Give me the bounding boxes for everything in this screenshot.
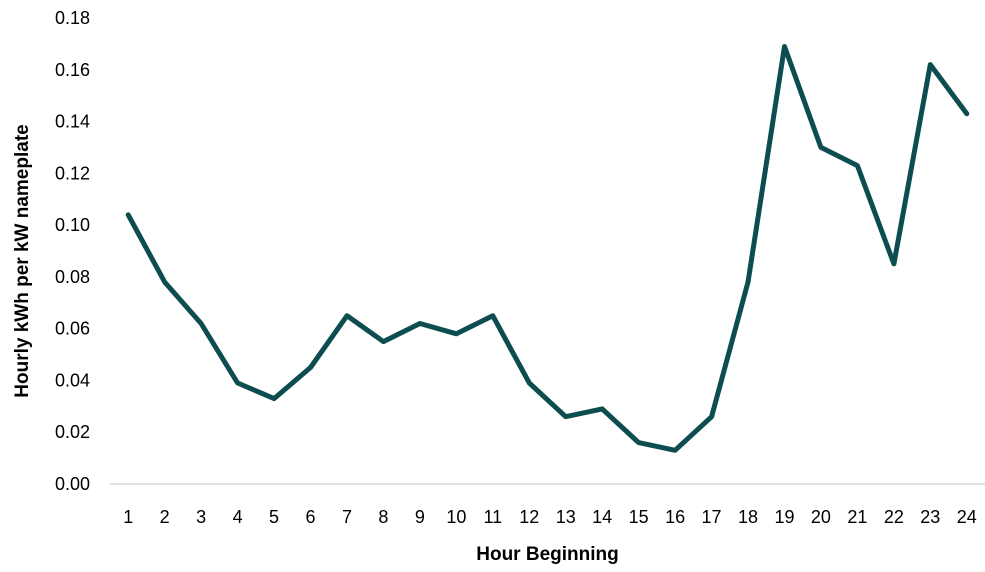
x-tick-label: 24 [957,507,977,527]
data-point [856,165,858,167]
x-tick-label: 22 [884,507,904,527]
data-point [893,263,895,265]
x-axis-tick-labels: 1 2 3 4 5 6 7 8 9 10 11 12 13 14 15 16 17 18 19 20 21 22 23 24 [123,507,977,527]
data-point [966,113,968,115]
x-tick-label: 17 [702,507,722,527]
x-tick-label: 10 [446,507,466,527]
y-tick-label: 0.18 [55,8,90,28]
data-point [455,333,457,335]
x-tick-label: 7 [342,507,352,527]
x-tick-label: 13 [556,507,576,527]
y-tick-label: 0.08 [55,267,90,287]
data-point [638,442,640,444]
data-point [346,315,348,317]
data-point [310,367,311,368]
data-point [200,323,202,324]
x-tick-label: 3 [196,507,206,527]
data-point [711,416,713,418]
data-point [747,281,749,283]
x-tick-label: 11 [483,507,502,527]
x-tick-label: 23 [920,507,940,527]
y-axis-tick-labels: 0.00 0.02 0.04 0.06 0.08 0.10 0.12 0.14 0.16 0.18 [55,8,90,494]
x-tick-label: 14 [592,507,612,527]
series-group [125,44,970,453]
data-point [528,382,530,384]
data-point [127,214,129,216]
data-point [565,416,567,418]
x-tick-label: 8 [378,507,388,527]
y-tick-label: 0.02 [55,422,90,442]
data-point [164,281,166,283]
data-point [820,146,822,148]
x-tick-label: 6 [306,507,316,527]
x-tick-label: 5 [269,507,279,527]
y-tick-label: 0.16 [55,60,90,80]
x-tick-label: 16 [665,507,685,527]
data-point [929,64,931,66]
x-tick-label: 20 [811,507,831,527]
x-tick-label: 4 [233,507,243,527]
data-point [674,449,676,451]
data-point [784,46,785,47]
x-tick-label: 19 [774,507,794,527]
y-tick-label: 0.10 [55,215,90,235]
data-point [419,323,421,324]
y-tick-label: 0.04 [55,370,90,390]
x-tick-label: 18 [738,507,758,527]
y-tick-label: 0.06 [55,319,90,339]
data-point [237,382,239,384]
y-axis-title: Hourly kWh per kW nameplate [12,124,33,397]
x-tick-label: 9 [415,507,425,527]
y-tick-label: 0.00 [55,474,90,494]
x-tick-label: 12 [519,507,539,527]
x-tick-label: 15 [629,507,649,527]
x-axis-title: Hour Beginning [476,544,618,565]
data-point [382,341,384,343]
x-tick-label: 2 [160,507,170,527]
y-tick-label: 0.12 [55,163,90,183]
data-point [601,408,603,410]
data-point [492,315,494,317]
x-tick-label: 1 [123,507,133,527]
y-tick-label: 0.14 [55,112,90,132]
series-line [125,44,970,453]
x-tick-label: 21 [847,507,867,527]
data-point [273,398,275,400]
